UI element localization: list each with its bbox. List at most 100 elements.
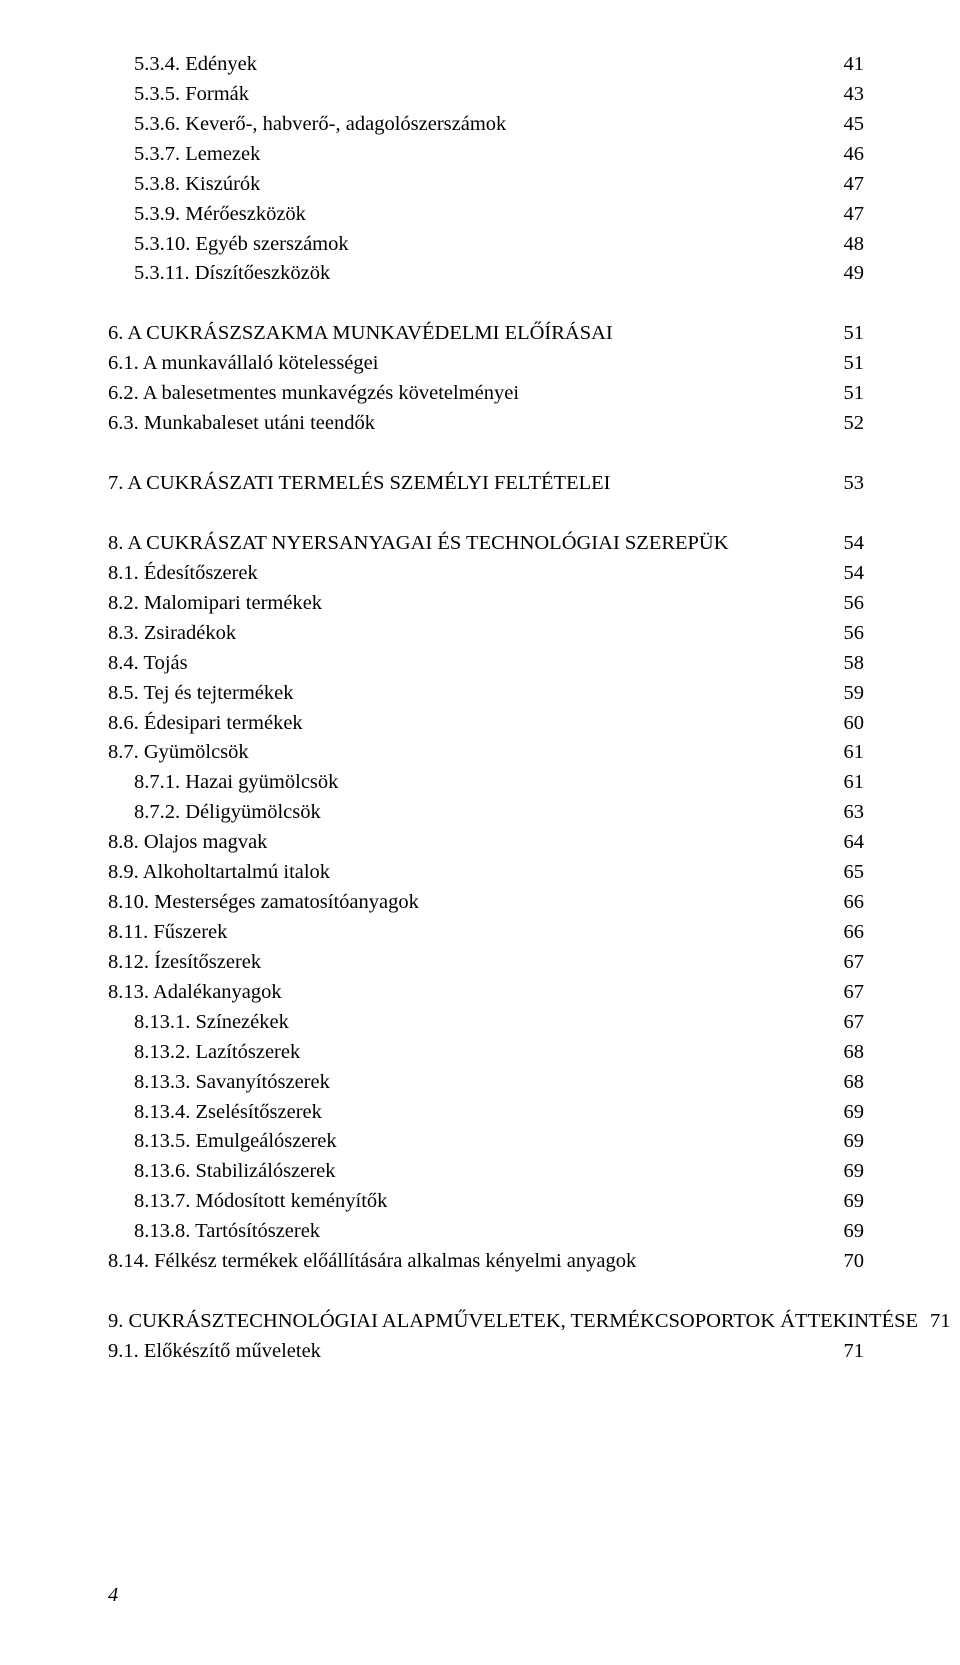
toc-label: 8.13. Adalékanyagok <box>108 978 282 1008</box>
toc-row: 5.3.10. Egyéb szerszámok 48 <box>108 230 864 260</box>
toc-row: 8.13.1. Színezékek67 <box>108 1008 864 1038</box>
toc-page: 60 <box>832 709 865 739</box>
toc-page: 58 <box>832 649 865 679</box>
toc-label: 8.8. Olajos magvak <box>108 828 267 858</box>
toc-page: 56 <box>832 589 865 619</box>
toc-label: 5.3.11. Díszítőeszközök <box>134 259 330 289</box>
toc-label: 8.13.2. Lazítószerek <box>134 1038 300 1068</box>
toc-label: 6.3. Munkabaleset utáni teendők <box>108 409 375 439</box>
toc-page: 59 <box>832 679 865 709</box>
toc-page: 63 <box>832 798 865 828</box>
toc-page: 61 <box>832 768 865 798</box>
toc-row: 8.13.6. Stabilizálószerek69 <box>108 1157 864 1187</box>
toc-label: 5.3.10. Egyéb szerszámok <box>134 230 349 260</box>
toc-page: 67 <box>832 978 865 1008</box>
toc-row: 5.3.6. Keverő-, habverő-, adagolószerszá… <box>108 110 864 140</box>
toc-label: 8.13.8. Tartósítószerek <box>134 1217 320 1247</box>
toc-row: 5.3.5. Formák43 <box>108 80 864 110</box>
toc-label: 8.6. Édesipari termékek <box>108 709 303 739</box>
toc-row: 9. CUKRÁSZTECHNOLÓGIAI ALAPMŰVELETEK, TE… <box>108 1307 864 1337</box>
toc-row: 8.5. Tej és tejtermékek 59 <box>108 679 864 709</box>
toc-label: 6.2. A balesetmentes munkavégzés követel… <box>108 379 519 409</box>
toc-label: 5.3.7. Lemezek <box>134 140 260 170</box>
toc-row: 6.1. A munkavállaló kötelességei51 <box>108 349 864 379</box>
toc-page: 70 <box>832 1247 865 1277</box>
toc-label: 8.13.4. Zselésítőszerek <box>134 1098 322 1128</box>
toc-label: 8.13.1. Színezékek <box>134 1008 289 1038</box>
toc-row: 7. A CUKRÁSZATI TERMELÉS SZEMÉLYI FELTÉT… <box>108 469 864 499</box>
toc-label: 5.3.8. Kiszúrók <box>134 170 260 200</box>
toc-label: 6. A CUKRÁSZSZAKMA MUNKAVÉDELMI ELŐÍRÁSA… <box>108 319 613 349</box>
toc-row: 8.7. Gyümölcsök 61 <box>108 738 864 768</box>
toc-page: 71 <box>918 1307 951 1337</box>
toc-page: 61 <box>832 738 865 768</box>
toc-row: 5.3.11. Díszítőeszközök 49 <box>108 259 864 289</box>
toc-page: 51 <box>832 349 865 379</box>
toc-row: 8.3. Zsiradékok56 <box>108 619 864 649</box>
toc-page: 49 <box>832 259 865 289</box>
toc-row: 8.4. Tojás58 <box>108 649 864 679</box>
toc-page: 67 <box>832 948 865 978</box>
toc-page: 52 <box>832 409 865 439</box>
toc-label: 8.7. Gyümölcsök <box>108 738 249 768</box>
toc-page: 68 <box>832 1038 865 1068</box>
toc-label: 5.3.9. Mérőeszközök <box>134 200 306 230</box>
toc-row: 6. A CUKRÁSZSZAKMA MUNKAVÉDELMI ELŐÍRÁSA… <box>108 319 864 349</box>
toc-page: 53 <box>832 469 865 499</box>
toc-page: 46 <box>832 140 865 170</box>
toc-row: 8.13.5. Emulgeálószerek 69 <box>108 1127 864 1157</box>
toc-page: 45 <box>832 110 865 140</box>
toc-row: 8.9. Alkoholtartalmú italok 65 <box>108 858 864 888</box>
toc-label: 8.10. Mesterséges zamatosítóanyagok <box>108 888 419 918</box>
toc-row: 9.1. Előkészítő műveletek71 <box>108 1337 864 1367</box>
toc-row: 8.8. Olajos magvak 64 <box>108 828 864 858</box>
toc-row: 6.2. A balesetmentes munkavégzés követel… <box>108 379 864 409</box>
toc-label: 8.5. Tej és tejtermékek <box>108 679 293 709</box>
toc-row: 8.7.1. Hazai gyümölcsök61 <box>108 768 864 798</box>
toc-page: 51 <box>832 379 865 409</box>
toc-page: 41 <box>832 50 865 80</box>
toc-label: 8.13.5. Emulgeálószerek <box>134 1127 337 1157</box>
toc-row: 8.1. Édesítőszerek54 <box>108 559 864 589</box>
toc-label: 8.11. Fűszerek <box>108 918 227 948</box>
toc-page: 47 <box>832 170 865 200</box>
toc-label: 8. A CUKRÁSZAT NYERSANYAGAI ÉS TECHNOLÓG… <box>108 529 729 559</box>
toc-label: 8.7.2. Déligyümölcsök <box>134 798 321 828</box>
toc-label: 8.14. Félkész termékek előállítására alk… <box>108 1247 636 1277</box>
toc-row: 8.10. Mesterséges zamatosítóanyagok 66 <box>108 888 864 918</box>
toc-row: 8.13.3. Savanyítószerek68 <box>108 1068 864 1098</box>
toc-page: 68 <box>832 1068 865 1098</box>
toc-row: 8.7.2. Déligyümölcsök 63 <box>108 798 864 828</box>
toc-label: 8.2. Malomipari termékek <box>108 589 322 619</box>
toc-row: 8.2. Malomipari termékek 56 <box>108 589 864 619</box>
toc-row: 8.13.7. Módosított keményítők69 <box>108 1187 864 1217</box>
toc-row: 8.12. Ízesítőszerek67 <box>108 948 864 978</box>
toc-page: 71 <box>832 1337 865 1367</box>
toc-label: 5.3.5. Formák <box>134 80 249 110</box>
toc-row: 5.3.8. Kiszúrók 47 <box>108 170 864 200</box>
toc-page: 69 <box>832 1217 865 1247</box>
toc-page: 69 <box>832 1187 865 1217</box>
toc-row: 8.13.2. Lazítószerek 68 <box>108 1038 864 1068</box>
toc-page: 65 <box>832 858 865 888</box>
toc-label: 8.13.6. Stabilizálószerek <box>134 1157 336 1187</box>
toc-row: 8. A CUKRÁSZAT NYERSANYAGAI ÉS TECHNOLÓG… <box>108 529 864 559</box>
table-of-contents: 5.3.4. Edények 415.3.5. Formák435.3.6. Ke… <box>108 50 864 1367</box>
toc-label: 7. A CUKRÁSZATI TERMELÉS SZEMÉLYI FELTÉT… <box>108 469 610 499</box>
toc-label: 5.3.4. Edények <box>134 50 257 80</box>
section-gap <box>108 439 864 469</box>
page-number: 4 <box>108 1581 118 1611</box>
toc-page: 48 <box>832 230 865 260</box>
toc-label: 9. CUKRÁSZTECHNOLÓGIAI ALAPMŰVELETEK, TE… <box>108 1307 918 1337</box>
toc-row: 5.3.9. Mérőeszközök 47 <box>108 200 864 230</box>
toc-page: 54 <box>832 529 865 559</box>
toc-row: 8.13.8. Tartósítószerek 69 <box>108 1217 864 1247</box>
toc-page: 56 <box>832 619 865 649</box>
toc-page: 47 <box>832 200 865 230</box>
toc-page: 64 <box>832 828 865 858</box>
toc-label: 8.9. Alkoholtartalmú italok <box>108 858 330 888</box>
toc-page: 69 <box>832 1127 865 1157</box>
section-gap <box>108 289 864 319</box>
toc-page: 66 <box>832 888 865 918</box>
section-gap <box>108 499 864 529</box>
